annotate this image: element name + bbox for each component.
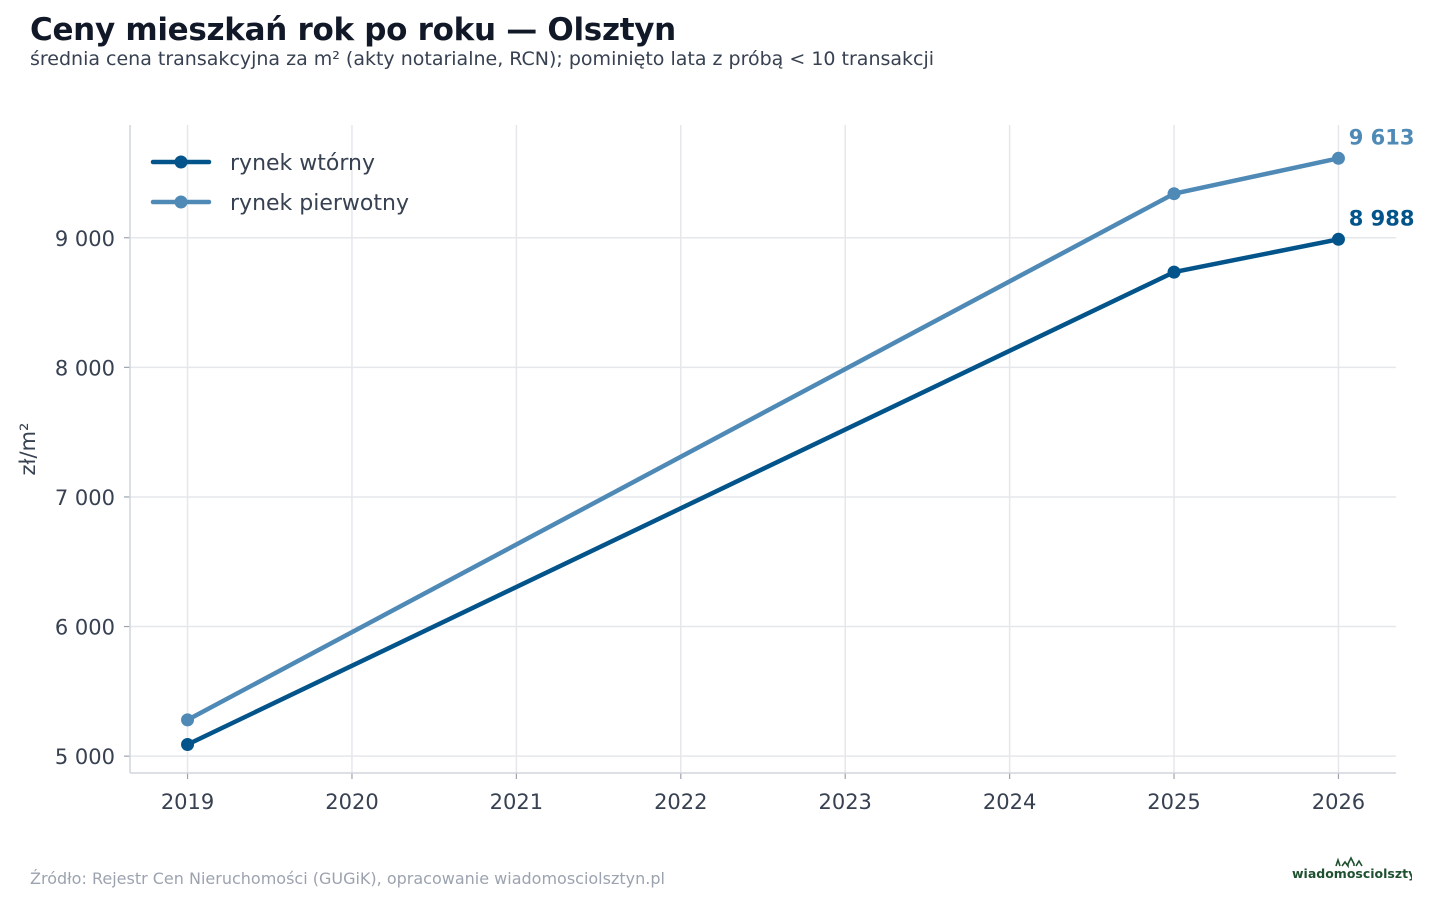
- y-tick-label: 5 000: [55, 745, 115, 769]
- data-point: [181, 713, 195, 727]
- legend-label: rynek wtórny: [230, 151, 375, 176]
- axes: 2019 2020 2021 2022 2023 2024 2025 2026 5 000 6 0…: [16, 125, 1396, 814]
- y-tick-label: 7 000: [55, 486, 115, 510]
- y-tick-label: 9 000: [55, 227, 115, 251]
- x-tick-label: 2020: [325, 790, 378, 814]
- chart-subtitle: średnia cena transakcyjna za m² (akty no…: [30, 48, 935, 70]
- logo-text: wiadomosciolsztyn.pl: [1292, 866, 1412, 881]
- y-axis-label: zł/m²: [16, 423, 40, 476]
- x-tick-label: 2023: [818, 790, 871, 814]
- end-value-label: 9 613: [1349, 125, 1415, 149]
- legend-label: rynek pierwotny: [230, 191, 409, 216]
- end-value-label: 8 988: [1349, 206, 1415, 230]
- series-line-1: [185, 156, 1341, 723]
- x-tick-label: 2026: [1312, 790, 1365, 814]
- grid-lines: [130, 125, 1396, 773]
- publisher-logo: wiadomosciolsztyn.pl: [1292, 856, 1412, 881]
- series-layer: 8 988 9 613: [181, 125, 1414, 751]
- chart-title: Ceny mieszkań rok po roku — Olsztyn: [30, 12, 676, 48]
- legend-swatch-marker: [174, 195, 188, 209]
- x-tick-label: 2022: [654, 790, 707, 814]
- series-line-0: [185, 237, 1341, 747]
- legend-swatch-marker: [174, 155, 188, 169]
- x-tick-label: 2025: [1147, 790, 1200, 814]
- x-tick-label: 2019: [161, 790, 214, 814]
- data-point: [1331, 232, 1345, 246]
- x-tick-label: 2021: [490, 790, 543, 814]
- source-note: Źródło: Rejestr Cen Nieruchomości (GUGiK…: [30, 869, 665, 888]
- data-point: [181, 737, 195, 751]
- y-tick-label: 6 000: [55, 616, 115, 640]
- data-point: [1331, 151, 1345, 165]
- data-point: [1167, 187, 1181, 201]
- y-tick-label: 8 000: [55, 356, 115, 380]
- legend: rynek wtórny rynek pierwotny: [150, 151, 409, 216]
- data-point: [1167, 265, 1181, 279]
- x-tick-label: 2024: [983, 790, 1036, 814]
